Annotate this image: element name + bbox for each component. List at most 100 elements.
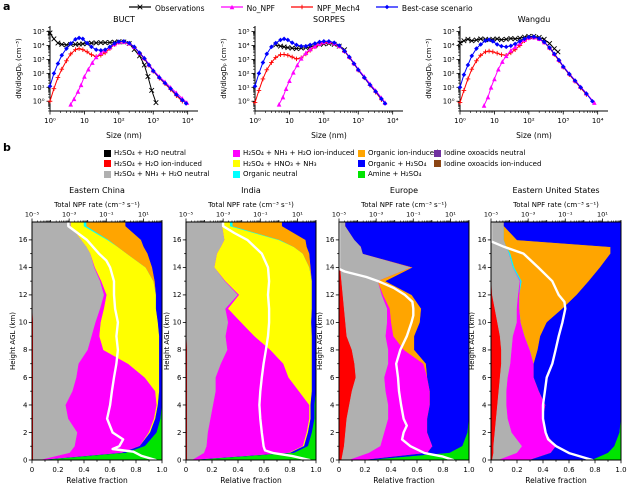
svg-text:10⁰: 10⁰ bbox=[454, 117, 466, 125]
svg-text:0.6: 0.6 bbox=[411, 466, 423, 474]
svg-text:2: 2 bbox=[482, 429, 486, 437]
svg-text:10¹: 10¹ bbox=[238, 84, 250, 92]
legend-label: H₂SO₄ + H₂O neutral bbox=[114, 149, 186, 158]
svg-text:10¹: 10¹ bbox=[138, 211, 149, 219]
legend-label: No_NPF bbox=[246, 3, 275, 13]
legend-swatch bbox=[104, 170, 111, 178]
svg-text:Relative fraction: Relative fraction bbox=[66, 476, 128, 485]
best-case-marker-icon bbox=[375, 2, 399, 14]
svg-text:1.0: 1.0 bbox=[463, 466, 474, 474]
svg-text:Total NPF rate (cm⁻³ s⁻¹): Total NPF rate (cm⁻³ s⁻¹) bbox=[207, 201, 294, 209]
svg-text:10¹: 10¹ bbox=[33, 84, 45, 92]
legend-swatch bbox=[434, 160, 441, 168]
svg-text:14: 14 bbox=[478, 264, 487, 272]
svg-text:16: 16 bbox=[19, 236, 28, 244]
svg-text:0: 0 bbox=[184, 466, 188, 474]
legend-label: H₂SO₄ + H₂O ion-induced bbox=[114, 159, 202, 168]
svg-text:Relative fraction: Relative fraction bbox=[373, 476, 435, 485]
legend-swatch bbox=[358, 160, 365, 168]
svg-text:8: 8 bbox=[23, 346, 27, 354]
legend-item-observations: Observations bbox=[128, 2, 205, 14]
svg-text:10: 10 bbox=[173, 319, 182, 327]
svg-text:Height AGL (km): Height AGL (km) bbox=[9, 312, 17, 370]
svg-text:4: 4 bbox=[330, 401, 335, 409]
svg-text:10⁵: 10⁵ bbox=[443, 28, 455, 36]
legend-item: H₂SO₄ + H₂O ion-induced bbox=[104, 159, 210, 170]
svg-text:Height AGL (km): Height AGL (km) bbox=[163, 312, 171, 370]
line-chart-svg: Wangdu 10⁰ 10 10² 10³ 10⁴ 10⁰ 10¹ 10² 10³ 10⁴ 10⁵ dN… bbox=[425, 15, 608, 140]
panel-b-legend-col-4: Iodine oxoacids neutral Iodine oxoacids … bbox=[434, 148, 541, 169]
npf-mech4-marker-icon bbox=[290, 2, 314, 14]
svg-text:Eastern China: Eastern China bbox=[69, 186, 125, 195]
legend-label: Iodine oxoacids ion-induced bbox=[444, 159, 542, 168]
svg-text:4: 4 bbox=[177, 401, 182, 409]
svg-text:Relative fraction: Relative fraction bbox=[220, 476, 282, 485]
svg-text:10⁻³: 10⁻³ bbox=[369, 211, 384, 219]
svg-text:12: 12 bbox=[326, 291, 335, 299]
legend-label: H₂SO₄ + NH₃ + H₂O ion-induced bbox=[243, 149, 355, 158]
svg-text:Height AGL (km): Height AGL (km) bbox=[468, 312, 476, 370]
svg-text:10¹: 10¹ bbox=[445, 211, 456, 219]
svg-text:10¹: 10¹ bbox=[443, 84, 455, 92]
legend-item: H₂SO₄ + H₂O neutral bbox=[104, 148, 210, 159]
svg-text:10⁰: 10⁰ bbox=[238, 98, 250, 106]
svg-text:10²: 10² bbox=[443, 70, 455, 78]
legend-item: Organic + H₂SO₄ bbox=[358, 159, 439, 170]
chart-eastern-united-states: Eastern United States Total NPF rate (cm⁻… bbox=[467, 184, 627, 492]
svg-text:10⁻³: 10⁻³ bbox=[521, 211, 536, 219]
svg-text:10⁰: 10⁰ bbox=[443, 98, 455, 106]
svg-text:10⁻¹: 10⁻¹ bbox=[99, 211, 114, 219]
svg-text:1.0: 1.0 bbox=[156, 466, 167, 474]
chart-wangdu: Wangdu 10⁰ 10 10² 10³ 10⁴ 10⁰ 10¹ 10² 10³ 10⁴ 10⁵ dN… bbox=[420, 14, 620, 154]
svg-text:0.8: 0.8 bbox=[130, 466, 141, 474]
svg-text:0: 0 bbox=[30, 466, 34, 474]
svg-text:10⁰: 10⁰ bbox=[44, 117, 56, 125]
svg-text:0: 0 bbox=[337, 466, 341, 474]
svg-text:10⁴: 10⁴ bbox=[33, 42, 45, 50]
chart-india: India Total NPF rate (cm⁻³ s⁻¹) 10⁻⁵ 10⁻³ 10… bbox=[162, 184, 322, 492]
svg-text:10: 10 bbox=[285, 117, 294, 125]
svg-text:10⁻¹: 10⁻¹ bbox=[406, 211, 421, 219]
svg-text:2: 2 bbox=[23, 429, 27, 437]
legend-swatch bbox=[233, 160, 240, 168]
svg-text:2: 2 bbox=[177, 429, 181, 437]
legend-item: H₂SO₄ + NH₃ + H₂O neutral bbox=[104, 169, 210, 180]
svg-text:6: 6 bbox=[330, 374, 335, 382]
line-chart-svg: SORPES 10⁰ 10 10² 10³ 10⁴ 10⁰ 10¹ 10² 10³ 10⁴ 10⁵ dN… bbox=[220, 15, 403, 140]
svg-text:Eastern United States: Eastern United States bbox=[512, 186, 599, 195]
legend-label: NPF_Mech4 bbox=[316, 3, 360, 13]
svg-text:India: India bbox=[241, 186, 261, 195]
legend-swatch bbox=[358, 170, 365, 178]
svg-text:dN/dlogDₚ (cm⁻³): dN/dlogDₚ (cm⁻³) bbox=[15, 38, 23, 99]
svg-text:10⁻³: 10⁻³ bbox=[62, 211, 77, 219]
legend-label: Organic + H₂SO₄ bbox=[368, 159, 427, 168]
panel-b-legend-col-3: Organic ion-induced Organic + H₂SO₄ Amin… bbox=[358, 148, 439, 180]
line-chart-svg: BUCT 10⁰ 10 10² 10³ 10⁴ 10⁰ 10¹ 10² 10³ 10⁴ 10⁵ dN/d… bbox=[15, 15, 198, 140]
svg-text:16: 16 bbox=[326, 236, 335, 244]
legend-swatch bbox=[104, 160, 111, 168]
svg-text:10⁻⁵: 10⁻⁵ bbox=[484, 211, 499, 219]
svg-text:10³: 10³ bbox=[557, 117, 569, 125]
svg-text:10⁵: 10⁵ bbox=[33, 28, 45, 36]
legend-label: H₂SO₄ + HNO₃ + NH₃ bbox=[243, 159, 317, 168]
svg-text:12: 12 bbox=[478, 291, 487, 299]
observations-marker-icon bbox=[128, 2, 152, 14]
svg-text:0.2: 0.2 bbox=[52, 466, 63, 474]
svg-text:4: 4 bbox=[23, 401, 28, 409]
svg-text:16: 16 bbox=[173, 236, 182, 244]
no-npf-marker-icon bbox=[220, 2, 244, 14]
svg-text:10²: 10² bbox=[523, 117, 535, 125]
chart-buct: BUCT 10⁰ 10 10² 10³ 10⁴ 10⁰ 10¹ 10² 10³ 10⁴ 10⁵ dN/d… bbox=[10, 14, 210, 154]
svg-text:0: 0 bbox=[489, 466, 493, 474]
svg-text:0.4: 0.4 bbox=[232, 466, 244, 474]
legend-item-best-case: Best-case scenario bbox=[375, 2, 473, 14]
svg-text:10⁻³: 10⁻³ bbox=[216, 211, 231, 219]
svg-text:0.4: 0.4 bbox=[537, 466, 549, 474]
legend-item: Organic neutral bbox=[233, 169, 355, 180]
svg-text:14: 14 bbox=[326, 264, 335, 272]
svg-text:12: 12 bbox=[19, 291, 28, 299]
svg-text:0.6: 0.6 bbox=[104, 466, 116, 474]
svg-text:10³: 10³ bbox=[147, 117, 159, 125]
svg-text:0.4: 0.4 bbox=[385, 466, 397, 474]
legend-label: Amine + H₂SO₄ bbox=[368, 170, 422, 179]
